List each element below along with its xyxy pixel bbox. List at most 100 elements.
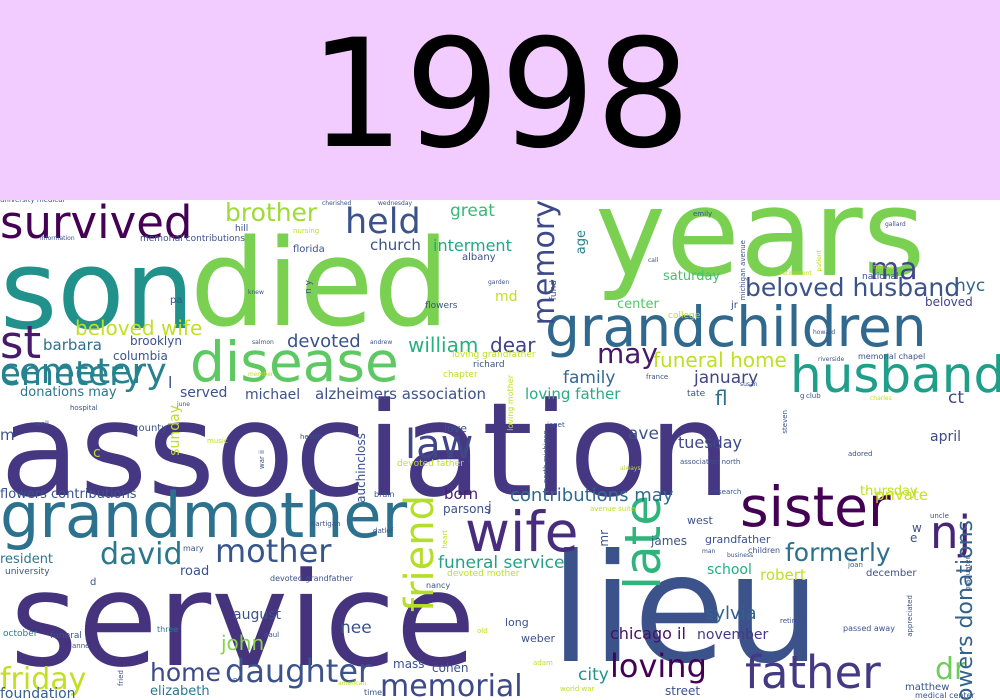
cloud-word: daughter — [225, 652, 372, 690]
cloud-word: long — [505, 616, 529, 629]
cloud-word: w — [912, 521, 922, 535]
cloud-word: columbia — [113, 349, 168, 363]
cloud-word: man — [702, 548, 716, 555]
cloud-word: music — [207, 437, 228, 445]
cloud-word: memorial contributions — [140, 234, 245, 244]
cloud-word: brooklyn — [130, 334, 182, 348]
cloud-word: loving — [610, 647, 707, 685]
cloud-word: information — [40, 235, 75, 242]
cloud-word: france — [646, 373, 669, 381]
cloud-word: association — [0, 374, 731, 526]
cloud-word: l — [168, 373, 173, 392]
cloud-word: law — [405, 422, 474, 468]
cloud-word: years — [595, 200, 926, 304]
cloud-word: april — [930, 429, 962, 445]
cloud-word: ma — [870, 252, 918, 287]
cloud-word: paul — [264, 631, 280, 639]
cloud-word: served — [180, 385, 228, 401]
cloud-word: august — [233, 607, 281, 623]
cloud-word: ave — [628, 424, 659, 444]
cloud-word: devoted grandfather — [270, 574, 353, 583]
cloud-word: passed away — [843, 624, 895, 633]
cloud-word: sister — [740, 475, 891, 539]
cloud-word: business — [727, 552, 754, 559]
cloud-word: research — [711, 488, 742, 496]
cloud-word: albany — [462, 252, 496, 263]
cloud-word: father — [745, 646, 881, 699]
cloud-word: old — [477, 627, 488, 635]
cloud-word: grandmother — [0, 479, 408, 552]
cloud-word: three — [157, 625, 179, 634]
cloud-word: ct — [948, 388, 965, 408]
cloud-word: tuesday — [678, 433, 743, 452]
cloud-word: school — [707, 562, 752, 578]
cloud-word: graduated — [964, 555, 972, 592]
cloud-word: fried — [117, 670, 125, 687]
cloud-word: retirement — [780, 270, 812, 277]
cloud-word: uncle — [930, 512, 949, 520]
cloud-word: well — [35, 420, 49, 428]
cloud-word: riverside — [818, 356, 845, 363]
cloud-word: appreciated — [906, 595, 914, 637]
cloud-word: children — [748, 546, 781, 555]
cloud-word: association north — [680, 458, 741, 466]
cloud-word: call — [648, 257, 659, 264]
cloud-word: william — [408, 333, 479, 357]
cloud-word: sylvia — [705, 603, 757, 624]
cloud-word: mother — [215, 532, 332, 570]
cloud-word: son — [0, 226, 195, 354]
cloud-word: howard — [813, 329, 836, 336]
cloud-word: flowers — [425, 301, 458, 311]
cloud-word: west — [687, 514, 713, 527]
cloud-word: anne — [72, 642, 90, 650]
cloud-word: thursday — [860, 484, 918, 499]
cloud-word: city — [578, 665, 609, 685]
cloud-word: university medical — [0, 200, 65, 204]
cloud-word: fund — [549, 280, 559, 301]
cloud-word: nancy — [426, 581, 451, 590]
cloud-word: church — [370, 236, 421, 254]
cloud-word: david — [100, 537, 183, 572]
cloud-word: held — [345, 202, 421, 242]
cloud-word: health — [300, 433, 323, 441]
year-title: 1998 — [309, 8, 691, 182]
cloud-word: grandfather — [705, 533, 771, 546]
cloud-word: disease — [190, 330, 399, 394]
cloud-word: j — [488, 500, 492, 515]
cloud-word: brother — [225, 200, 318, 227]
cloud-word: donations may — [20, 385, 117, 400]
cloud-word: funeral home — [653, 348, 787, 372]
cloud-word: dr — [935, 652, 967, 687]
cloud-word: center — [617, 297, 659, 312]
cloud-word: time — [364, 688, 383, 697]
cloud-word: may — [597, 337, 659, 370]
cloud-word: family — [563, 368, 616, 388]
cloud-word: hartigan — [311, 520, 341, 528]
cloud-word: jr — [731, 300, 738, 311]
cloud-word: wife — [465, 500, 579, 564]
cloud-word: american — [338, 680, 367, 687]
cloud-word: beloved — [925, 295, 973, 309]
cloud-word: barbara — [43, 336, 102, 354]
cloud-word: hospital — [70, 404, 98, 412]
cloud-word: county — [133, 423, 168, 434]
cloud-word: beloved husband — [745, 273, 961, 302]
cloud-word: janet — [547, 421, 565, 429]
cloud-word: weber — [521, 632, 556, 645]
cloud-word: grandchildren — [545, 295, 927, 359]
cloud-word: hill — [235, 224, 249, 234]
cloud-word: auchincloss — [354, 433, 368, 503]
cloud-word: love — [444, 422, 468, 435]
cloud-word: andrew — [370, 339, 393, 346]
cloud-word: michigan avenue — [739, 240, 747, 301]
cloud-word: nee — [340, 618, 372, 638]
cloud-word: world war — [560, 685, 595, 693]
cloud-word: parsons — [443, 502, 491, 516]
cloud-word: dear — [490, 333, 536, 357]
cloud-word: adored — [848, 450, 873, 458]
cloud-word: flowers contributions — [0, 487, 137, 502]
cloud-word: funeral service — [438, 553, 565, 573]
cloud-word: tate — [687, 389, 706, 399]
cloud-word: died — [190, 215, 450, 354]
cloud-word: cohen — [432, 661, 469, 675]
